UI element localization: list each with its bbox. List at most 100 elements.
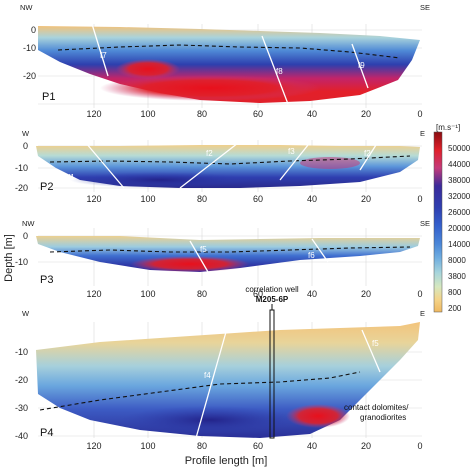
p3-fault-label: f6 — [308, 251, 315, 260]
p2-fault-f2b — [359, 144, 377, 171]
p4-fault-label: f4 — [204, 371, 211, 380]
colorbar-tick: 38000 — [448, 176, 471, 185]
p2-fault-f2 — [179, 142, 239, 189]
p4-high-velocity-zone — [286, 404, 350, 428]
p4-y-tick: -30 — [15, 403, 28, 413]
p4-fault-f5 — [361, 329, 381, 373]
p2-x-tick: 0 — [417, 194, 422, 204]
p1-end-right: SE — [420, 3, 430, 12]
p1-fault-f7 — [91, 23, 109, 77]
p1-fault-f9 — [351, 43, 369, 89]
p4-x-ticks: 120 100 80 60 40 20 0 — [86, 441, 422, 451]
p4-y-ticks: -10 -20 -30 -40 — [15, 347, 28, 441]
colorbar-tick: 50000 — [448, 144, 471, 153]
p1-y-tick: 0 — [31, 25, 36, 35]
p2-x-tick: 100 — [140, 194, 155, 204]
p3-end-left: NW — [22, 219, 35, 228]
p1-fault-label: f8 — [276, 67, 283, 76]
p3-x-tick: 120 — [86, 289, 101, 299]
p3-x-tick: 0 — [417, 289, 422, 299]
p4-x-tick: 20 — [361, 441, 371, 451]
p3-end-right: SE — [420, 219, 430, 228]
p2-x-tick: 120 — [86, 194, 101, 204]
contact-annotation-line2: granodiorites — [360, 413, 406, 422]
p1-interface-line — [57, 44, 401, 59]
p2-low-zone — [70, 172, 250, 188]
p4-x-tick: 60 — [253, 441, 263, 451]
p3-x-ticks: 120 100 80 60 40 20 0 — [86, 289, 422, 299]
p3-x-tick: 100 — [140, 289, 155, 299]
p2-y-ticks: 0 -10 -20 — [15, 141, 28, 193]
p4-panel-label: P4 — [40, 427, 53, 439]
p3-y-ticks: 0 -10 — [15, 231, 28, 267]
p3-fault-f6 — [311, 238, 329, 263]
p3-high-velocity-zone — [130, 256, 250, 272]
p4-y-tick: -20 — [15, 375, 28, 385]
p3-panel-label: P3 — [40, 274, 53, 286]
p1-y-tick: -10 — [23, 43, 36, 53]
p1-x-tick: 20 — [361, 109, 371, 119]
p4-end-right: E — [420, 309, 425, 318]
p4-fault-f4 — [195, 331, 227, 439]
p4-x-tick: 100 — [140, 441, 155, 451]
colorbar-tick: 26000 — [448, 208, 471, 217]
p1-x-tick: 0 — [417, 109, 422, 119]
p1-y-ticks: 0 -10 -20 — [23, 25, 36, 81]
p1-fault-label: f9 — [358, 61, 365, 70]
p1-fault-f8 — [261, 35, 289, 105]
colorbar-unit: [m.s⁻¹] — [436, 123, 460, 132]
colorbar-tick: 800 — [448, 288, 462, 297]
p1-high-velocity-zone — [116, 59, 180, 79]
p2-fault-label: f1 — [68, 173, 75, 182]
p2-x-tick: 20 — [361, 194, 371, 204]
p4-end-left: W — [22, 309, 30, 318]
colorbar-tick: 8000 — [448, 256, 466, 265]
p1-end-left: NW — [20, 3, 33, 12]
p3-x-tick: 80 — [197, 289, 207, 299]
p1-x-tick: 40 — [307, 109, 317, 119]
colorbar-tick: 44000 — [448, 160, 471, 169]
p4-fault-label: f5 — [372, 339, 379, 348]
colorbar-gradient — [433, 131, 443, 313]
p1-x-tick: 60 — [253, 109, 263, 119]
p2-fault-label: f3 — [288, 147, 295, 156]
x-axis-label: Profile length [m] — [185, 455, 268, 467]
p3-y-tick: 0 — [23, 231, 28, 241]
p1-panel-label: P1 — [42, 91, 55, 103]
panel-p3: f5 f6 NW SE P3 0 -10 120 100 80 60 40 20… — [15, 219, 430, 299]
p2-x-tick: 40 — [307, 194, 317, 204]
colorbar-tick: 200 — [448, 304, 462, 313]
p2-fault-f1 — [85, 142, 125, 189]
colorbar-ticks: 50000 44000 38000 32000 26000 20000 1400… — [448, 144, 471, 313]
p4-y-tick: -40 — [15, 431, 28, 441]
p2-x-ticks: 120 100 80 60 40 20 0 — [86, 194, 422, 204]
y-axis-label: Depth [m] — [3, 234, 15, 282]
well-caption: correlation well — [245, 285, 299, 294]
p1-fault-label: f7 — [100, 51, 107, 60]
p2-y-tick: -20 — [15, 183, 28, 193]
well-name: M205-6P — [256, 295, 289, 304]
p3-y-tick: -10 — [15, 257, 28, 267]
panel-p2: f1 f2 f3 f2 W E P2 0 -10 -20 120 100 80 … — [15, 129, 425, 204]
colorbar-tick: 20000 — [448, 224, 471, 233]
p1-x-ticks: 120 100 80 60 40 20 0 — [86, 109, 422, 119]
p1-x-tick: 120 — [86, 109, 101, 119]
p2-x-tick: 80 — [197, 194, 207, 204]
p1-x-tick: 100 — [140, 109, 155, 119]
p3-fault-f5 — [189, 240, 209, 273]
p4-x-tick: 80 — [197, 441, 207, 451]
p2-fault-label: f2 — [364, 149, 371, 158]
p2-y-tick: 0 — [23, 141, 28, 151]
colorbar-tick: 3800 — [448, 272, 466, 281]
p3-fault-label: f5 — [200, 245, 207, 254]
p2-fault-label: f2 — [206, 149, 213, 158]
contact-annotation-line1: contact dolomites/ — [344, 403, 409, 412]
p4-y-tick: -10 — [15, 347, 28, 357]
p1-x-tick: 80 — [197, 109, 207, 119]
p3-x-tick: 60 — [253, 289, 263, 299]
panel-p4: f4 f5 correlation well M205-6P contact d… — [15, 285, 425, 451]
p4-x-tick: 40 — [307, 441, 317, 451]
colorbar-tick: 14000 — [448, 240, 471, 249]
colorbar-tick: 32000 — [448, 192, 471, 201]
